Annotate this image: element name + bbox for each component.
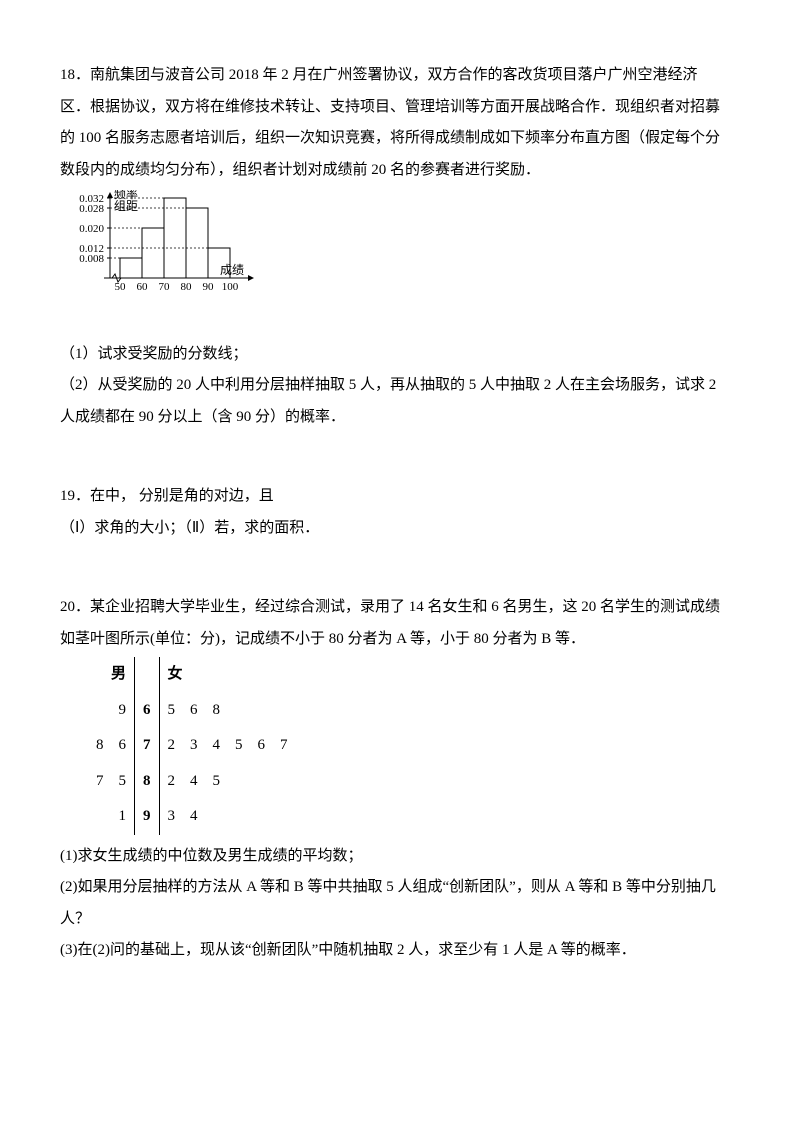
sl-female: 3 4 [159,799,296,835]
svg-text:50: 50 [115,281,127,293]
q18-sub3: 人成绩都在 90 分以上（含 90 分）的概率． [60,402,740,434]
sl-female: 2 3 4 5 6 7 [159,728,296,764]
svg-text:60: 60 [137,281,149,293]
q20-sub3: 人？ [60,904,740,936]
q19-line2: （Ⅰ）求角的大小；（Ⅱ）若，求的面积． [60,513,740,545]
sl-female: 5 6 8 [159,693,296,729]
q20-line2: 如茎叶图所示(单位：分)，记成绩不小于 80 分者为 A 等，小于 80 分者为… [60,624,740,656]
frequency-histogram: 频率组距0.0320.0280.0200.0120.00850607080901… [64,190,274,320]
q18-sub1: （1）试求受奖励的分数线； [60,339,740,371]
svg-text:组距: 组距 [114,199,138,213]
sl-stem: 7 [135,728,160,764]
svg-text:成绩: 成绩 [220,263,244,277]
q19-line1: 19．在中， 分别是角的对边，且 [60,481,740,513]
sl-head-stem [135,657,160,693]
q18-line2: 区．根据协议，双方将在维修技术转让、支持项目、管理培训等方面开展战略合作．现组织… [60,92,740,124]
sl-stem: 8 [135,764,160,800]
q18-line4: 数段内的成绩均匀分布），组织者计划对成绩前 20 名的参赛者进行奖励． [60,155,740,187]
sl-stem: 6 [135,693,160,729]
svg-text:80: 80 [181,281,193,293]
q20-sub4: (3)在(2)问的基础上，现从该“创新团队”中随机抽取 2 人，求至少有 1 人… [60,935,740,967]
svg-text:0.008: 0.008 [79,253,104,265]
q18-line1: 18．南航集团与波音公司 2018 年 2 月在广州签署协议，双方合作的客改货项… [60,60,740,92]
question-19: 19．在中， 分别是角的对边，且 （Ⅰ）求角的大小；（Ⅱ）若，求的面积． [60,481,740,544]
q20-sub1: (1)求女生成绩的中位数及男生成绩的平均数； [60,841,740,873]
stem-leaf-table: 男 女 965 6 88 672 3 4 5 6 77 582 4 5193 4 [88,657,296,835]
sl-male: 9 [88,693,135,729]
svg-text:100: 100 [222,281,239,293]
svg-text:70: 70 [159,281,171,293]
q20-line1: 20．某企业招聘大学毕业生，经过综合测试，录用了 14 名女生和 6 名男生，这… [60,592,740,624]
svg-text:0.020: 0.020 [79,223,104,235]
sl-head-female: 女 [159,657,296,693]
q20-sub2: (2)如果用分层抽样的方法从 A 等和 B 等中共抽取 5 人组成“创新团队”，… [60,872,740,904]
sl-male: 7 5 [88,764,135,800]
sl-head-male: 男 [88,657,135,693]
sl-stem: 9 [135,799,160,835]
q18-line3: 的 100 名服务志愿者培训后，组织一次知识竞赛，将所得成绩制成如下频率分布直方… [60,123,740,155]
sl-male: 8 6 [88,728,135,764]
q18-sub2: （2）从受奖励的 20 人中利用分层抽样抽取 5 人，再从抽取的 5 人中抽取 … [60,370,740,402]
sl-male: 1 [88,799,135,835]
svg-text:0.028: 0.028 [79,203,104,215]
question-20: 20．某企业招聘大学毕业生，经过综合测试，录用了 14 名女生和 6 名男生，这… [60,592,740,967]
svg-text:90: 90 [203,281,215,293]
sl-female: 2 4 5 [159,764,296,800]
question-18: 18．南航集团与波音公司 2018 年 2 月在广州签署协议，双方合作的客改货项… [60,60,740,433]
